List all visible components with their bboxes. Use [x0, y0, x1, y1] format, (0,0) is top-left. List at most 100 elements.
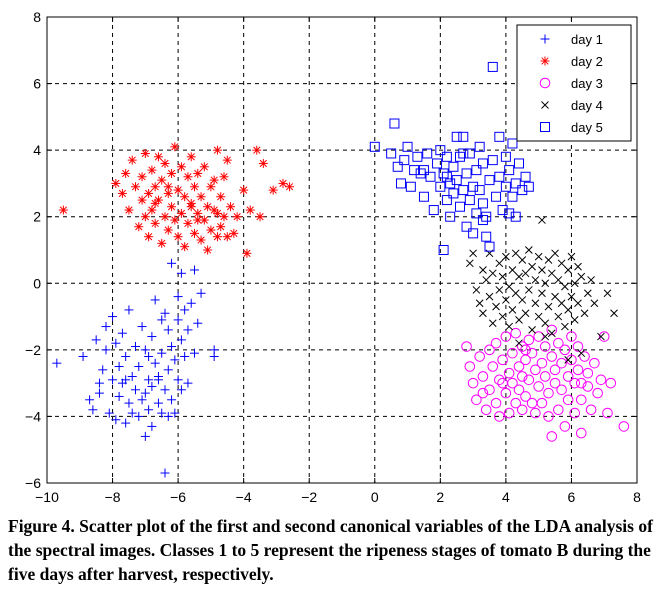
data-point — [513, 361, 525, 372]
data-point — [458, 185, 469, 196]
data-point — [504, 165, 515, 176]
data-point — [562, 394, 574, 406]
data-point — [124, 205, 134, 215]
data-point — [255, 212, 265, 222]
data-point — [438, 245, 449, 255]
data-point — [553, 404, 564, 416]
data-point — [402, 141, 413, 152]
series-day-1 — [52, 258, 219, 478]
data-point — [475, 299, 484, 308]
legend-marker — [541, 101, 549, 109]
data-point — [575, 394, 587, 406]
data-point — [610, 309, 618, 318]
data-point — [101, 322, 111, 332]
data-point — [124, 398, 134, 408]
data-point — [482, 276, 491, 284]
data-point — [465, 259, 474, 268]
data-point — [513, 384, 525, 396]
data-point — [104, 408, 114, 418]
data-point — [85, 395, 95, 405]
data-point — [538, 266, 546, 274]
legend-label: day 4 — [571, 98, 603, 113]
data-point — [422, 148, 433, 159]
data-point — [153, 398, 163, 408]
data-point — [531, 299, 540, 308]
data-point — [212, 232, 222, 242]
x-tick-label: −6 — [170, 489, 186, 505]
data-point — [557, 259, 566, 268]
data-point — [203, 202, 213, 212]
data-point — [585, 404, 597, 416]
data-point — [490, 397, 502, 409]
data-point — [518, 296, 527, 304]
data-point — [503, 367, 515, 379]
data-point — [546, 431, 558, 442]
data-point — [531, 276, 540, 284]
data-point — [193, 215, 203, 225]
data-point — [157, 408, 167, 418]
data-point — [144, 352, 154, 362]
data-point — [543, 411, 554, 422]
data-point — [196, 288, 206, 298]
data-point — [278, 178, 288, 188]
data-point — [508, 266, 517, 274]
data-point — [157, 315, 167, 325]
data-point — [520, 391, 531, 402]
data-point — [556, 357, 567, 369]
data-point — [117, 328, 127, 338]
data-point — [170, 215, 180, 225]
data-point — [91, 335, 101, 345]
data-point — [121, 375, 131, 385]
data-point — [242, 248, 252, 258]
data-point — [121, 418, 131, 428]
data-point — [222, 232, 232, 242]
data-point — [101, 345, 111, 355]
data-point — [515, 272, 523, 281]
data-point — [589, 357, 600, 369]
data-point — [567, 292, 576, 301]
data-point — [219, 172, 229, 182]
data-point — [556, 384, 567, 396]
data-point — [541, 319, 550, 328]
data-point — [173, 185, 183, 195]
data-point — [487, 361, 499, 372]
data-point — [477, 215, 488, 226]
data-point — [500, 181, 511, 192]
data-point — [495, 286, 504, 294]
data-point — [603, 289, 612, 298]
data-point — [153, 152, 163, 162]
data-point — [441, 151, 452, 162]
data-point — [526, 347, 538, 359]
data-point — [144, 405, 154, 415]
axis-ticks: −10 −8 −6 −4 −2 0 2 4 6 8 −6 −4 −2 0 2 4 6 8 — [25, 9, 641, 505]
data-point — [137, 322, 147, 332]
data-point — [534, 252, 543, 261]
data-point — [520, 171, 531, 182]
data-point — [199, 162, 209, 172]
data-point — [183, 378, 193, 388]
data-point — [564, 355, 573, 364]
data-point — [577, 349, 586, 358]
data-point — [137, 172, 147, 182]
data-point — [150, 198, 160, 208]
data-point — [399, 155, 410, 166]
data-point — [511, 289, 520, 298]
data-point — [597, 332, 605, 341]
legend: day 1 day 2 day 3 day 4 day 5 — [516, 24, 632, 142]
data-point — [520, 344, 531, 356]
data-point — [428, 205, 439, 216]
data-point — [498, 272, 507, 281]
data-point — [147, 332, 157, 342]
data-point — [153, 375, 163, 385]
data-point — [541, 279, 550, 288]
data-point — [163, 182, 173, 192]
data-point — [160, 385, 170, 395]
data-point — [190, 182, 199, 192]
series-day-4 — [465, 216, 618, 364]
data-point — [515, 316, 523, 324]
data-point — [544, 302, 553, 311]
legend-marker — [540, 122, 550, 132]
data-point — [445, 211, 456, 222]
data-point — [108, 312, 118, 322]
data-point — [176, 162, 186, 172]
